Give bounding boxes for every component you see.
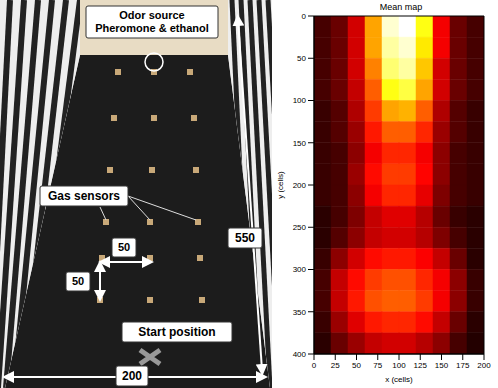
svg-text:75: 75 <box>373 361 382 370</box>
svg-text:150: 150 <box>435 361 449 370</box>
svg-text:25: 25 <box>331 361 340 370</box>
svg-text:Pheromone & ethanol: Pheromone & ethanol <box>95 22 209 34</box>
svg-text:50: 50 <box>72 275 84 287</box>
svg-text:300: 300 <box>293 265 307 274</box>
svg-text:550: 550 <box>235 231 255 245</box>
svg-text:400: 400 <box>293 350 307 359</box>
svg-text:50: 50 <box>352 361 361 370</box>
svg-text:Odor source: Odor source <box>119 9 184 21</box>
svg-text:Gas sensors: Gas sensors <box>48 189 120 203</box>
svg-text:100: 100 <box>392 361 406 370</box>
svg-text:200: 200 <box>122 369 142 383</box>
svg-text:350: 350 <box>293 308 307 317</box>
svg-text:200: 200 <box>293 181 307 190</box>
svg-text:175: 175 <box>456 361 470 370</box>
svg-text:0: 0 <box>302 12 307 21</box>
svg-text:150: 150 <box>293 139 307 148</box>
svg-text:0: 0 <box>312 361 317 370</box>
html-text:Mean map: Mean map <box>379 2 423 12</box>
svg-text:50: 50 <box>297 54 306 63</box>
svg-text:200: 200 <box>477 361 491 370</box>
svg-text:100: 100 <box>293 96 307 105</box>
svg-text:y (cells): y (cells) <box>276 171 285 199</box>
svg-text:250: 250 <box>293 223 307 232</box>
svg-text:125: 125 <box>414 361 428 370</box>
svg-text:x (cells): x (cells) <box>385 375 413 384</box>
svg-text:50: 50 <box>118 241 130 253</box>
svg-text:Start position: Start position <box>138 325 215 339</box>
